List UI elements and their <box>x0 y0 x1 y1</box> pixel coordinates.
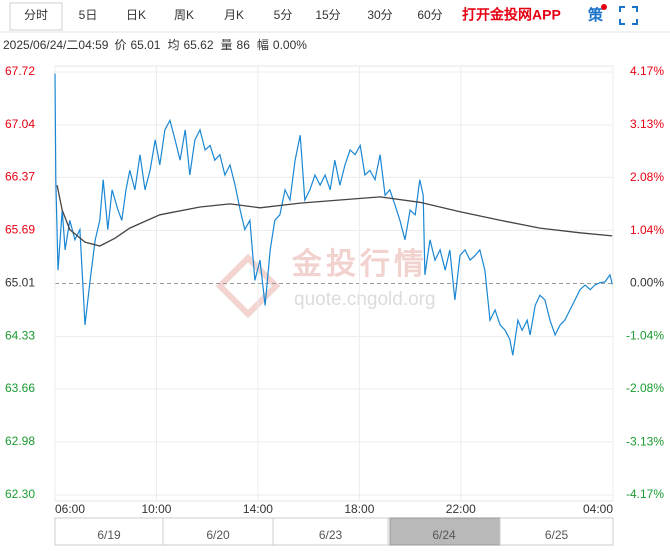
navigator-date[interactable]: 6/20 <box>206 528 230 542</box>
fullscreen-icon[interactable] <box>619 6 638 25</box>
y-tick-label: 62.30 <box>5 487 35 501</box>
y-tick-label: 62.98 <box>5 434 35 448</box>
tab[interactable]: 60分 <box>417 8 442 22</box>
y2-tick-label: 4.17% <box>630 64 664 78</box>
menu-button[interactable]: 策 <box>587 6 604 24</box>
plot-frame <box>54 65 614 502</box>
toolbar <box>0 0 670 32</box>
watermark: 金投行情 quote.cngold.org <box>215 247 436 319</box>
info-label: 价 <box>114 38 126 52</box>
y-tick-label: 64.33 <box>5 329 35 343</box>
tab[interactable]: 5日 <box>79 8 98 22</box>
navigator-frame <box>54 517 614 546</box>
info-value: 86 <box>237 38 251 52</box>
navigator-date[interactable]: 6/23 <box>319 528 343 542</box>
y-tick-label: 63.66 <box>5 381 35 395</box>
info-label: 量 <box>221 38 233 52</box>
y2-tick-label: -1.04% <box>626 328 664 342</box>
info-value: 0.00% <box>273 38 307 52</box>
watermark-url: quote.cngold.org <box>294 289 436 310</box>
plot: 62.30 62.98 63.66 64.33 65.01 65.69 66.37 67.04… <box>5 64 664 516</box>
tab[interactable]: 5分 <box>274 8 293 22</box>
info-value: 65.62 <box>184 38 214 52</box>
info-datetime: 2025/06/24/二04:59 <box>3 38 109 52</box>
navigator-date[interactable]: 6/25 <box>545 528 569 542</box>
info-label: 均 <box>167 38 179 52</box>
x-tick-label: 10:00 <box>141 502 171 516</box>
tab[interactable]: 30分 <box>367 8 392 22</box>
info-value: 65.01 <box>130 38 160 52</box>
y2-tick-label: -2.08% <box>626 381 664 395</box>
navigator-date[interactable]: 6/19 <box>97 528 121 542</box>
x-tick-label: 04:00 <box>583 502 613 516</box>
y2-tick-label: 3.13% <box>630 117 664 131</box>
y-tick-label: 65.01 <box>5 276 35 290</box>
average-line <box>56 185 613 247</box>
watermark-text: 金投行情 <box>291 247 428 281</box>
app-link[interactable]: 打开金投网APP <box>462 7 561 23</box>
navigator: 6/19 6/20 6/23 6/24 6/25 <box>54 517 614 546</box>
x-tick-label: 22:00 <box>446 502 476 516</box>
navigator-date[interactable]: 6/24 <box>432 528 456 542</box>
notice-dot <box>601 4 607 10</box>
price-line <box>54 73 613 356</box>
y2-tick-label: 0.00% <box>630 276 664 290</box>
y-tick-label: 66.37 <box>5 170 35 184</box>
y-tick-label: 67.04 <box>5 117 35 131</box>
y2-tick-label: -4.17% <box>626 487 664 501</box>
x-tick-label: 06:00 <box>55 502 85 516</box>
x-tick-label: 18:00 <box>344 502 374 516</box>
tab[interactable]: 15分 <box>315 8 340 22</box>
tab-bar: 分时 5日 日K 周K 月K 5分 15分 30分 60分 <box>9 2 443 31</box>
x-tick-label: 14:00 <box>243 502 273 516</box>
fullscreen-glyph <box>619 6 638 25</box>
y2-tick-label: 2.08% <box>630 170 664 184</box>
y2-tick-label: 1.04% <box>630 223 664 237</box>
y2-tick-label: -3.13% <box>626 434 664 448</box>
tab[interactable]: 月K <box>224 8 244 22</box>
tab[interactable]: 周K <box>174 8 194 22</box>
watermark-logo <box>215 253 281 319</box>
info-label: 幅 <box>257 37 269 52</box>
tab[interactable]: 分时 <box>24 8 48 22</box>
y-tick-label: 65.69 <box>5 223 35 237</box>
y-tick-label: 67.72 <box>5 64 35 78</box>
tab-selected <box>9 2 63 31</box>
tab[interactable]: 日K <box>126 8 146 22</box>
info-line: 2025/06/24/二04:59 价 65.01 均 65.62 量 86 幅 0.00% <box>3 37 307 52</box>
